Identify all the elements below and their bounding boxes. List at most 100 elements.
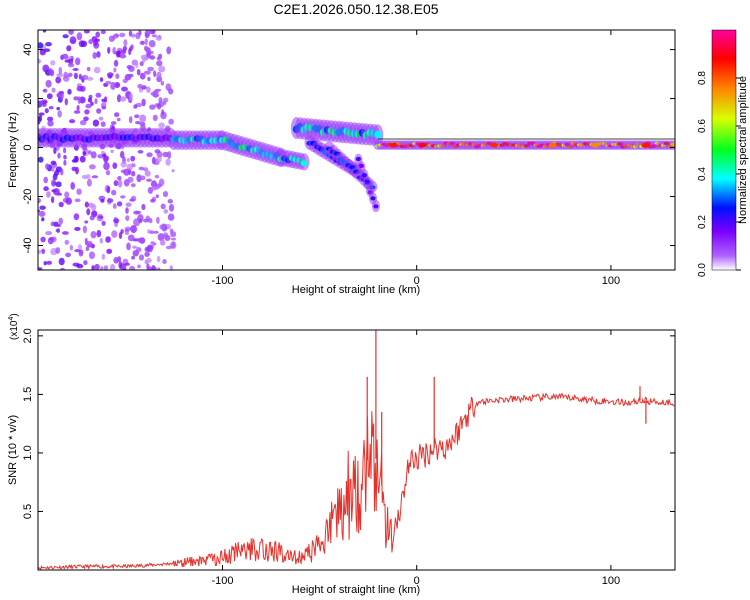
spectrogram-noise-point: [139, 114, 147, 123]
spectrogram-noise-point: [73, 110, 81, 114]
spectrogram-noise-point: [47, 116, 54, 122]
spectrogram-noise-point: [99, 77, 104, 82]
spectrogram-noise-point: [112, 162, 118, 169]
spectrogram-noise-point: [143, 218, 149, 223]
spectrogram-noise-point: [85, 103, 92, 109]
spectrogram-noise-point: [124, 262, 130, 266]
spectrogram-noise-point: [139, 218, 143, 224]
spectrogram-noise-point: [135, 32, 141, 40]
spectrogram-ytick-label: -40: [22, 238, 34, 254]
spectrogram-noise-point: [151, 241, 156, 246]
spectrogram-noise-point: [123, 168, 130, 176]
spectrogram-noise-point: [55, 76, 62, 84]
spectrogram-noise-point: [115, 73, 120, 79]
spectrogram-noise-point: [67, 88, 72, 95]
spectrogram-noise-point: [126, 163, 133, 171]
spectrogram-noise-point: [78, 96, 86, 104]
spectrogram-noise-point: [81, 74, 89, 80]
spectrogram-noise-point: [100, 30, 106, 35]
snr-xlabel: Height of straight line (km): [292, 584, 420, 596]
spectrogram-noise-point: [64, 239, 70, 245]
spectrogram-noise-point: [146, 178, 152, 182]
spectrogram-noise-point: [53, 221, 59, 227]
spectrogram-noise-point: [156, 60, 163, 67]
spectrogram-noise-point: [156, 56, 162, 61]
spectrogram-noise-point: [155, 157, 163, 163]
spectrogram-noise-point: [73, 96, 79, 101]
spectrogram-noise-point: [120, 49, 127, 55]
spectrogram-noise-point: [96, 51, 101, 58]
spectrogram-noise-point: [91, 175, 99, 179]
spectrogram-noise-point: [110, 149, 114, 153]
spectrogram-noise-point: [113, 180, 119, 187]
spectrogram-noise-point: [74, 226, 81, 231]
spectrogram-ytick-label: 0: [22, 144, 34, 150]
snr-series-line: [38, 392, 675, 570]
spectrogram-noise-point: [76, 85, 84, 92]
spectrogram-noise-point: [153, 230, 159, 234]
spectrogram-noise-point: [47, 237, 54, 245]
spectrogram-marks: [38, 30, 675, 270]
snr-background: [38, 330, 675, 570]
spectrogram-hotspot: [389, 142, 398, 148]
spectrogram-noise-point: [144, 70, 151, 75]
spectrogram-noise-point: [108, 35, 115, 42]
spectrogram-band-mid-core: [300, 160, 308, 167]
spectrogram-noise-point: [133, 104, 138, 109]
spectrogram-noise-point: [145, 258, 152, 263]
spectrogram-noise-point: [137, 150, 144, 154]
spectrogram-noise-point: [156, 71, 162, 79]
spectrogram-noise-point: [149, 230, 155, 234]
spectrogram-noise-point: [66, 45, 72, 52]
spectrogram-noise-point: [147, 186, 154, 194]
spectrogram-noise-point: [107, 198, 114, 204]
spectrogram-noise-point: [73, 213, 80, 221]
spectrogram-noise-point: [168, 88, 174, 95]
spectrogram-noise-point: [120, 161, 127, 168]
spectrogram-xtick-label: 0: [414, 275, 420, 287]
spectrogram-noise-point: [113, 59, 119, 67]
spectrogram-noise-point: [94, 98, 98, 105]
spectrogram-noise-point: [129, 92, 133, 101]
spectrogram-ytick-label: 40: [22, 43, 34, 55]
spectrogram-noise-point: [101, 220, 106, 226]
spectrogram-noise-point: [38, 197, 41, 204]
spectrogram-hotspot: [591, 142, 600, 148]
spectrogram-noise-point: [120, 195, 126, 199]
spectrogram-noise-point: [130, 44, 134, 50]
spectrogram-noise-point: [43, 48, 51, 52]
spectrogram-noise-point: [46, 93, 53, 100]
snr-multiplier-exp: 4: [8, 317, 15, 321]
spectrogram-noise-point: [121, 86, 128, 92]
spectrogram-noise-point: [42, 30, 47, 33]
spectrogram-noise-point: [168, 204, 175, 212]
spectrogram-noise-point: [120, 150, 125, 159]
spectrogram-noise-point: [96, 108, 102, 114]
spectrogram-noise-point: [97, 154, 104, 159]
spectrogram-noise-point: [78, 251, 84, 257]
snr-multiplier: (x104): [8, 313, 20, 340]
spectrogram-noise-point: [113, 218, 120, 224]
spectrogram-noise-point: [144, 251, 150, 257]
spectrogram-noise-point: [155, 194, 159, 198]
spectrogram-noise-point: [151, 264, 156, 270]
spectrogram-noise-point: [79, 155, 86, 163]
spectrogram-noise-point: [44, 108, 49, 114]
spectrogram-noise-point: [156, 255, 161, 263]
spectrogram-noise-point: [138, 166, 145, 171]
spectrogram-chirp-c-core: [373, 204, 379, 209]
spectrogram-noise-point: [120, 96, 127, 102]
spectrogram-noise-point: [50, 196, 55, 204]
spectrogram-noise-point: [42, 102, 47, 107]
spectrogram-noise-point: [132, 250, 139, 257]
spectrogram-noise-point: [51, 87, 56, 93]
spectrogram-noise-point: [139, 175, 146, 181]
spectrogram-noise-point: [38, 267, 43, 270]
spectrogram-noise-point: [112, 203, 117, 210]
spectrogram-noise-point: [64, 191, 70, 199]
spectrogram-noise-point: [117, 179, 123, 188]
spectrogram-noise-point: [154, 174, 160, 179]
spectrogram-noise-point: [144, 38, 148, 46]
spectrogram-noise-point: [55, 181, 62, 188]
snr-multiplier-base: (x10: [9, 320, 20, 340]
